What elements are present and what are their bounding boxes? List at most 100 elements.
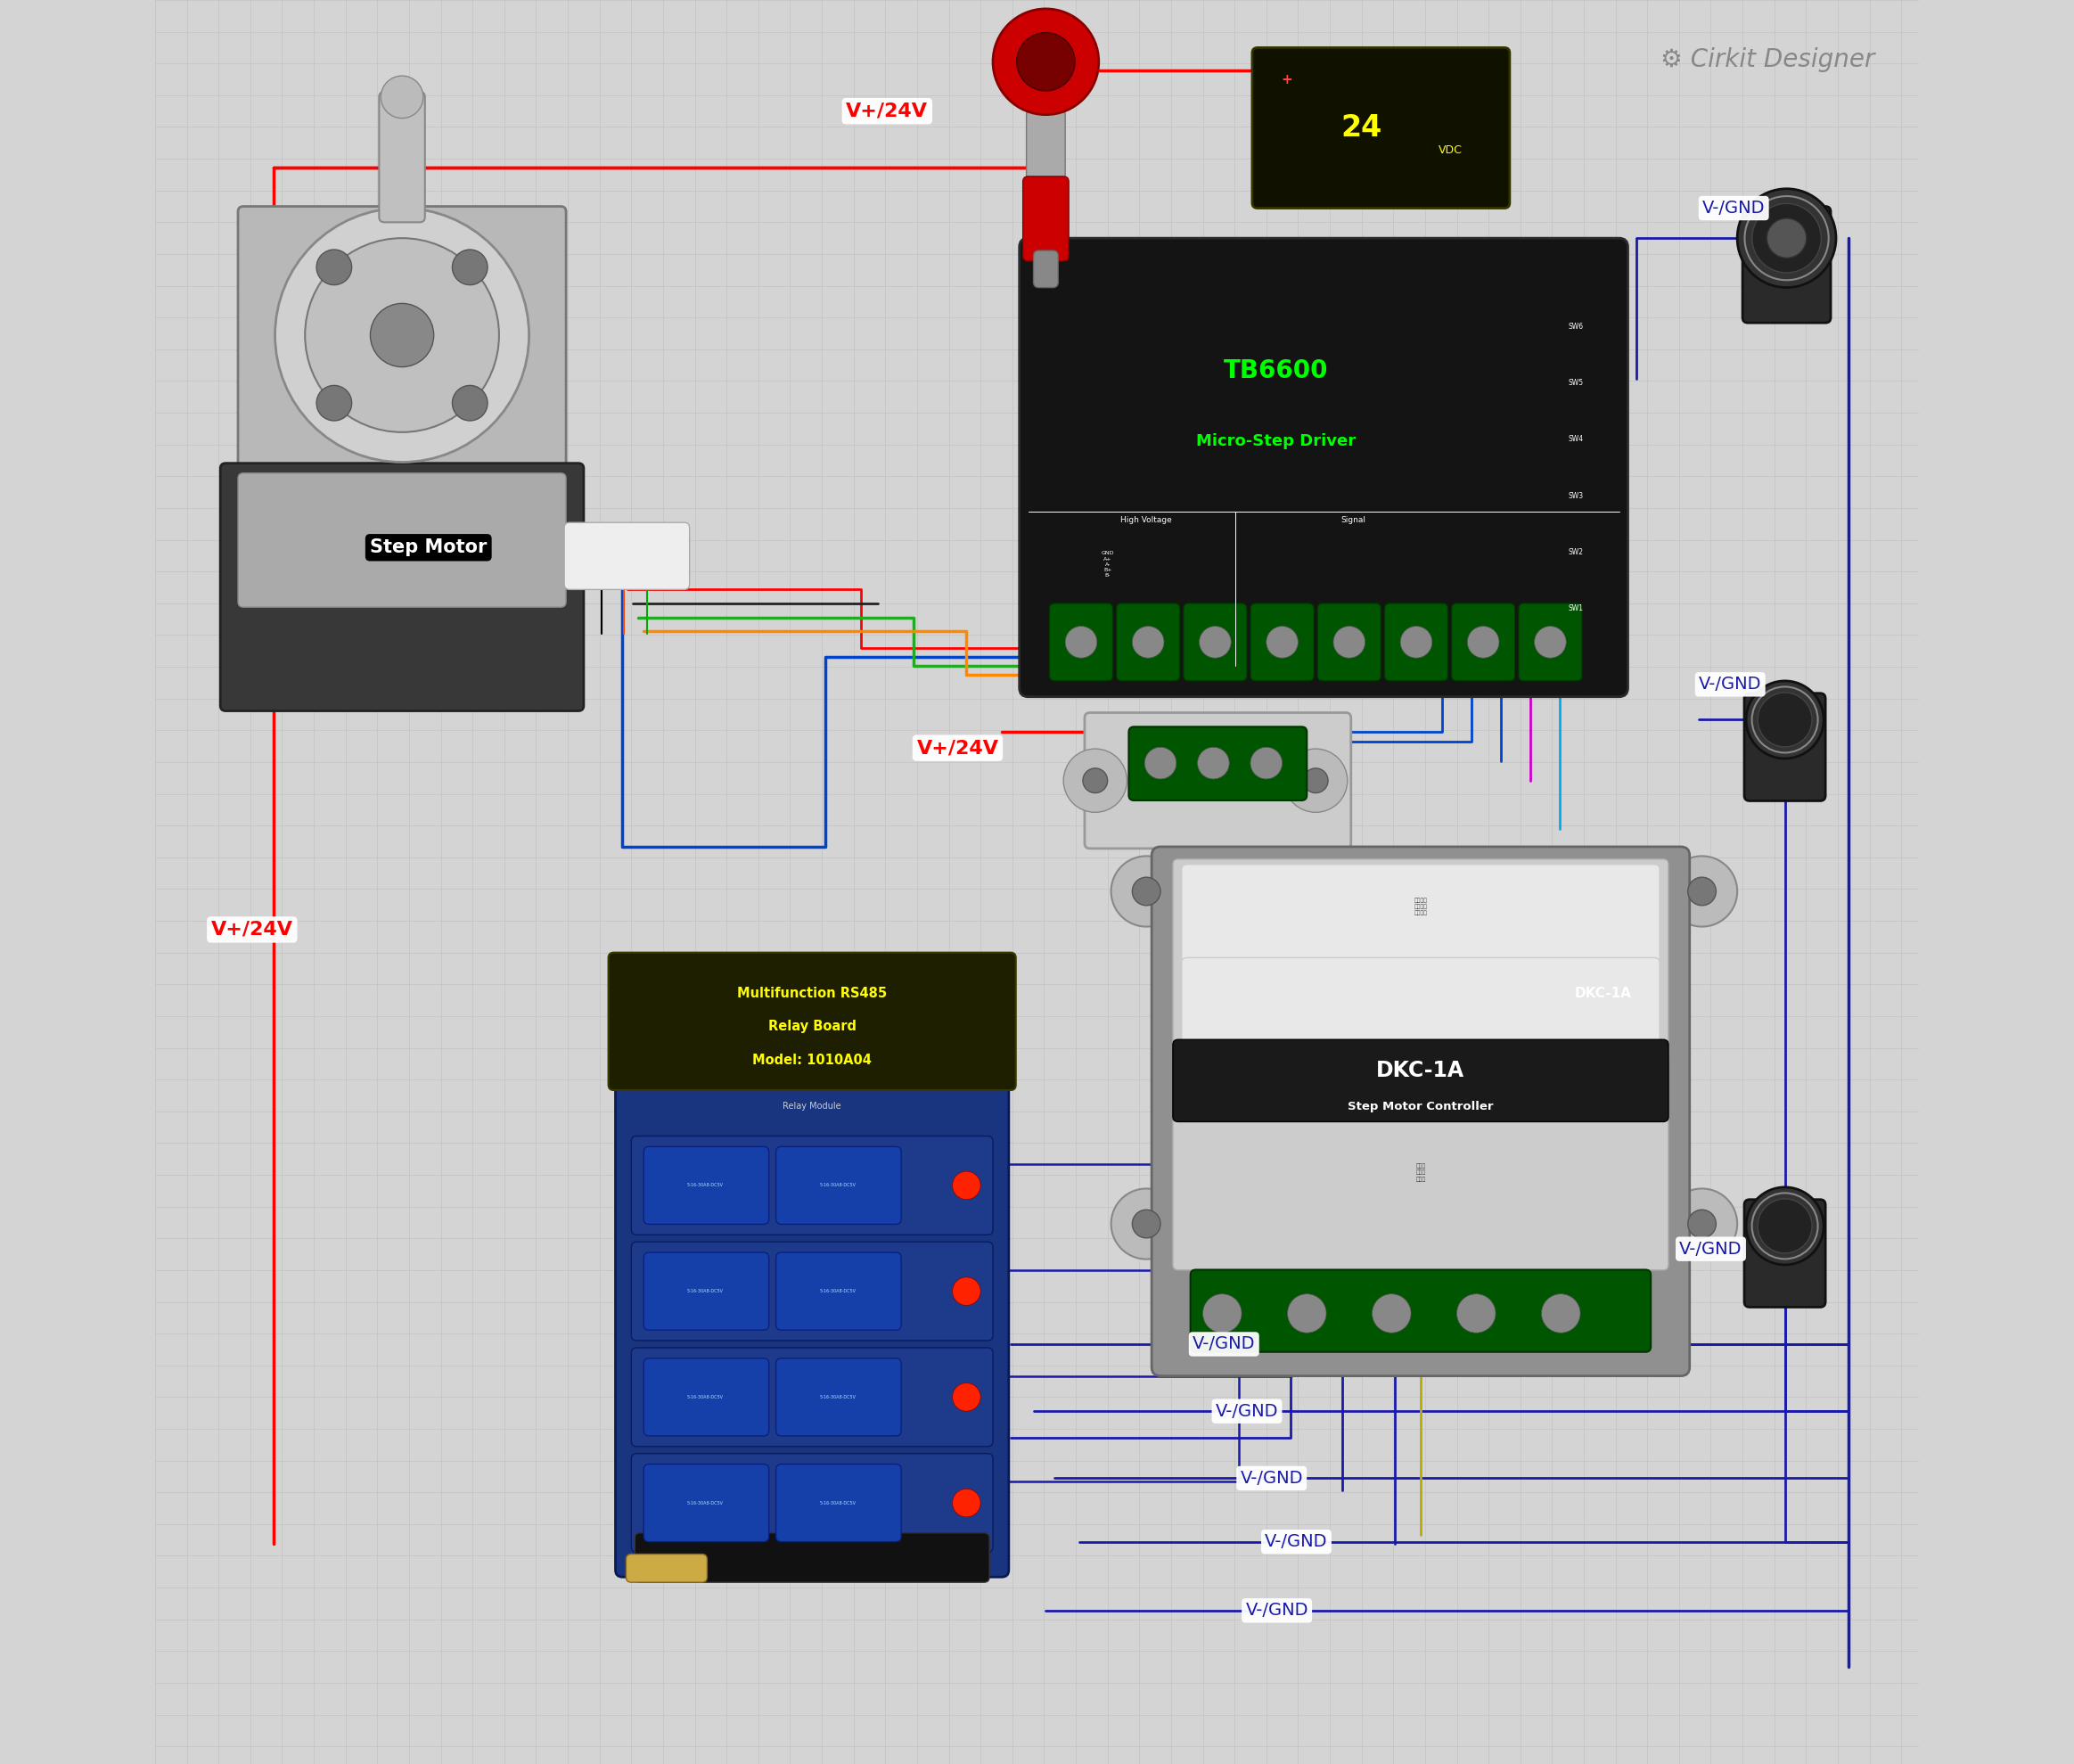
- Text: V-/GND: V-/GND: [1703, 199, 1765, 217]
- Text: V-/GND: V-/GND: [1265, 1533, 1327, 1551]
- FancyBboxPatch shape: [239, 206, 566, 489]
- Circle shape: [1112, 1189, 1182, 1259]
- FancyBboxPatch shape: [1018, 238, 1628, 697]
- FancyBboxPatch shape: [1385, 603, 1448, 681]
- FancyBboxPatch shape: [643, 1464, 769, 1542]
- FancyBboxPatch shape: [1116, 603, 1180, 681]
- Circle shape: [452, 249, 487, 284]
- Circle shape: [1284, 748, 1348, 811]
- Circle shape: [1746, 1187, 1823, 1265]
- Circle shape: [1738, 189, 1835, 288]
- Text: SW2: SW2: [1568, 549, 1585, 556]
- Text: 5-16-30A8-DC5V: 5-16-30A8-DC5V: [819, 1184, 857, 1187]
- Text: SW3: SW3: [1568, 492, 1585, 499]
- FancyBboxPatch shape: [776, 1252, 902, 1330]
- FancyBboxPatch shape: [630, 1454, 993, 1552]
- FancyBboxPatch shape: [616, 1078, 1008, 1577]
- FancyBboxPatch shape: [220, 464, 583, 711]
- Circle shape: [1541, 1295, 1580, 1334]
- Text: V-/GND: V-/GND: [1680, 1240, 1742, 1258]
- FancyBboxPatch shape: [1251, 603, 1315, 681]
- Circle shape: [317, 386, 353, 420]
- Circle shape: [1083, 767, 1108, 794]
- Text: Multifunction RS485: Multifunction RS485: [736, 986, 888, 1000]
- Circle shape: [1400, 626, 1433, 658]
- Text: Micro-Step Driver: Micro-Step Driver: [1197, 432, 1356, 450]
- Text: 5-16-30A8-DC5V: 5-16-30A8-DC5V: [819, 1501, 857, 1505]
- Circle shape: [371, 303, 433, 367]
- Text: 正转端
反转端
公共端: 正转端 反转端 公共端: [1417, 1164, 1425, 1182]
- Text: Model: 1010A04: Model: 1010A04: [753, 1053, 871, 1067]
- Circle shape: [1016, 34, 1074, 90]
- Circle shape: [952, 1277, 981, 1305]
- FancyBboxPatch shape: [608, 953, 1016, 1090]
- Text: 5-16-30A8-DC5V: 5-16-30A8-DC5V: [686, 1184, 724, 1187]
- Circle shape: [1132, 877, 1161, 905]
- FancyBboxPatch shape: [1172, 1117, 1667, 1270]
- Circle shape: [1066, 626, 1097, 658]
- Circle shape: [1667, 856, 1738, 926]
- Circle shape: [1267, 626, 1298, 658]
- Text: SW4: SW4: [1568, 436, 1585, 443]
- Text: 电流调节
速度设定
加速时间: 电流调节 速度设定 加速时间: [1414, 898, 1427, 916]
- FancyBboxPatch shape: [1172, 859, 1667, 1064]
- Text: V-/GND: V-/GND: [1240, 1469, 1302, 1487]
- Text: 24: 24: [1340, 113, 1381, 143]
- Circle shape: [1667, 1189, 1738, 1259]
- Text: V+/24V: V+/24V: [917, 739, 998, 757]
- FancyBboxPatch shape: [635, 1533, 989, 1582]
- Text: 5-16-30A8-DC5V: 5-16-30A8-DC5V: [686, 1501, 724, 1505]
- Text: GND
A+
A-
B+
B-: GND A+ A- B+ B-: [1101, 550, 1114, 579]
- Circle shape: [1132, 1210, 1161, 1238]
- Text: 5-16-30A8-DC5V: 5-16-30A8-DC5V: [686, 1289, 724, 1293]
- FancyBboxPatch shape: [239, 473, 566, 607]
- FancyBboxPatch shape: [643, 1358, 769, 1436]
- FancyBboxPatch shape: [1518, 603, 1582, 681]
- FancyBboxPatch shape: [643, 1147, 769, 1224]
- Circle shape: [1688, 1210, 1715, 1238]
- FancyBboxPatch shape: [1253, 48, 1510, 208]
- FancyBboxPatch shape: [1744, 1200, 1825, 1307]
- Circle shape: [952, 1171, 981, 1200]
- FancyBboxPatch shape: [630, 1242, 993, 1341]
- Circle shape: [1199, 626, 1232, 658]
- Text: V-/GND: V-/GND: [1699, 676, 1761, 693]
- FancyBboxPatch shape: [1184, 603, 1246, 681]
- Text: Step Motor: Step Motor: [369, 538, 487, 556]
- Text: High Voltage: High Voltage: [1120, 517, 1172, 524]
- FancyBboxPatch shape: [1182, 864, 1659, 977]
- Circle shape: [1145, 748, 1176, 780]
- Circle shape: [952, 1383, 981, 1411]
- Text: Step Motor Controller: Step Motor Controller: [1348, 1101, 1493, 1111]
- Text: V-/GND: V-/GND: [1193, 1335, 1255, 1353]
- FancyBboxPatch shape: [776, 1147, 902, 1224]
- Text: DKC-1A: DKC-1A: [1574, 988, 1632, 1000]
- Text: 5-16-30A8-DC5V: 5-16-30A8-DC5V: [686, 1395, 724, 1399]
- FancyBboxPatch shape: [1022, 176, 1068, 261]
- Text: Relay Board: Relay Board: [767, 1020, 857, 1034]
- FancyBboxPatch shape: [1744, 693, 1825, 801]
- Circle shape: [1302, 767, 1327, 794]
- FancyBboxPatch shape: [1172, 1039, 1667, 1122]
- Text: VDC: VDC: [1437, 145, 1462, 157]
- Text: 5-16-30A8-DC5V: 5-16-30A8-DC5V: [819, 1395, 857, 1399]
- Circle shape: [1197, 748, 1230, 780]
- Circle shape: [305, 238, 500, 432]
- Circle shape: [452, 386, 487, 420]
- FancyBboxPatch shape: [1128, 727, 1307, 801]
- Circle shape: [1112, 856, 1182, 926]
- Circle shape: [1757, 1200, 1813, 1252]
- FancyBboxPatch shape: [1027, 109, 1066, 187]
- Circle shape: [1132, 626, 1164, 658]
- Text: SW6: SW6: [1568, 323, 1585, 330]
- FancyBboxPatch shape: [1742, 206, 1831, 323]
- Circle shape: [1064, 748, 1126, 811]
- Text: V+/24V: V+/24V: [846, 102, 927, 120]
- Circle shape: [1373, 1295, 1410, 1334]
- FancyBboxPatch shape: [1452, 603, 1514, 681]
- Text: Relay Module: Relay Module: [782, 1101, 842, 1111]
- FancyBboxPatch shape: [1182, 958, 1659, 1050]
- Circle shape: [1203, 1295, 1242, 1334]
- FancyBboxPatch shape: [776, 1358, 902, 1436]
- Circle shape: [382, 76, 423, 118]
